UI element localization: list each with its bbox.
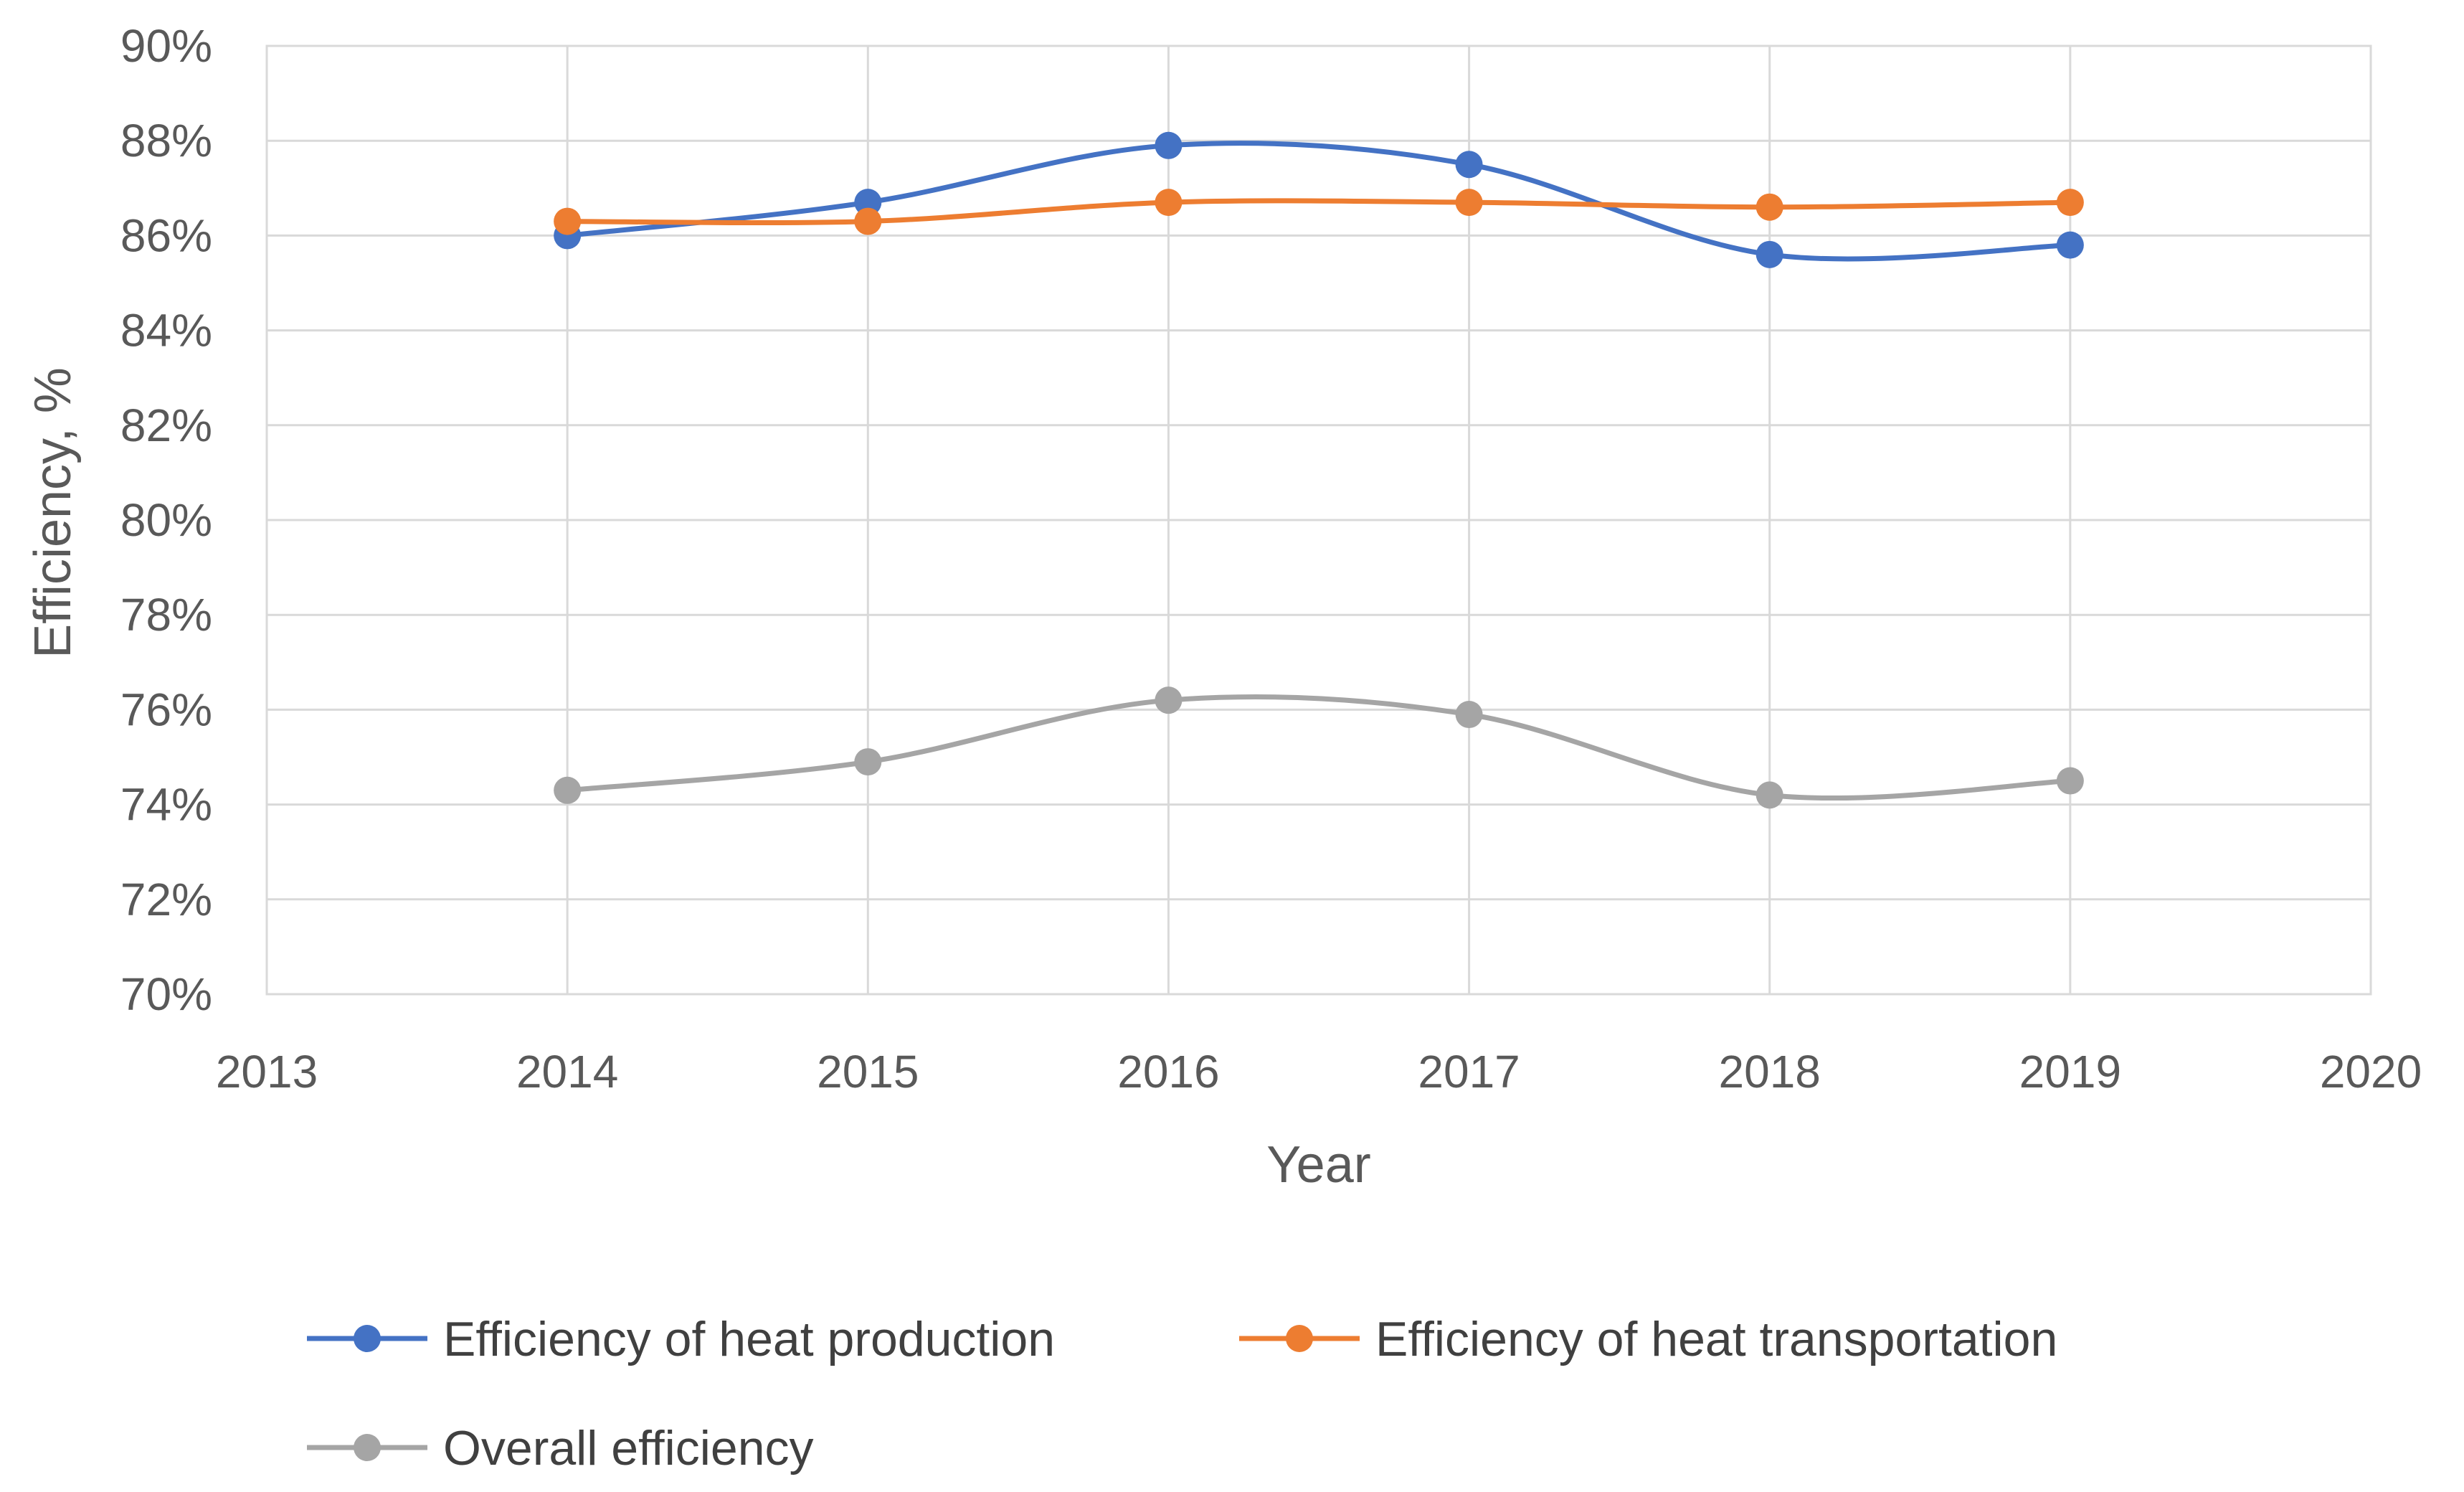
x-tick-label: 2019 (2019, 1046, 2121, 1097)
y-tick-label: 86% (120, 209, 212, 261)
data-point (854, 207, 882, 235)
data-point (1755, 781, 1783, 809)
y-tick-label: 78% (120, 589, 212, 641)
data-point (554, 207, 582, 235)
y-tick-label: 82% (120, 400, 212, 451)
x-tick-label: 2020 (2320, 1046, 2422, 1097)
data-point (1155, 131, 1183, 159)
x-tick-label: 2018 (1719, 1046, 1821, 1097)
data-point (854, 748, 882, 776)
y-axis-ticks: 70% 72% 74% 76% 78% 80% 82% 84% 86% 88% 90% (120, 20, 212, 1020)
data-point (1455, 701, 1483, 729)
x-tick-label: 2013 (216, 1046, 318, 1097)
x-tick-label: 2017 (1418, 1046, 1520, 1097)
legend: Efficiency of heat production Efficiency … (307, 1312, 2057, 1476)
plot-area (265, 44, 2372, 996)
data-point (2056, 767, 2084, 795)
y-tick-label: 72% (120, 874, 212, 925)
series-layer (554, 131, 2084, 809)
series-3 (554, 686, 2084, 809)
data-point (1155, 686, 1183, 714)
series-line (564, 198, 2073, 226)
x-tick-label: 2016 (1117, 1046, 1219, 1097)
legend-item: Efficiency of heat transportation (1239, 1312, 2057, 1366)
x-tick-label: 2014 (516, 1046, 618, 1097)
gridlines (265, 44, 2372, 996)
y-axis-title: Efficiency, % (24, 367, 82, 658)
data-point (1155, 189, 1183, 217)
series-2 (554, 189, 2084, 235)
series-line (564, 694, 2073, 801)
y-tick-label: 80% (120, 494, 212, 546)
series-line (564, 141, 2073, 262)
legend-item: Overall efficiency (307, 1421, 814, 1476)
data-point (2056, 231, 2084, 259)
x-axis-title: Year (1266, 1136, 1370, 1194)
y-tick-label: 90% (120, 20, 212, 72)
y-tick-label: 74% (120, 779, 212, 831)
data-point (554, 776, 582, 804)
y-tick-label: 76% (120, 684, 212, 735)
legend-label: Efficiency of heat production (443, 1312, 1055, 1366)
y-tick-label: 70% (120, 968, 212, 1020)
y-tick-label: 88% (120, 115, 212, 166)
y-tick-label: 84% (120, 305, 212, 357)
data-point (2056, 189, 2084, 217)
x-tick-label: 2015 (817, 1046, 919, 1097)
legend-swatch-marker (354, 1325, 381, 1352)
data-point (1755, 193, 1783, 221)
data-point (1755, 240, 1783, 268)
legend-item: Efficiency of heat production (307, 1312, 1055, 1366)
x-axis-ticks: 2013 2014 2015 2016 2017 2018 2019 2020 (216, 1046, 2422, 1097)
legend-swatch-marker (1286, 1325, 1313, 1352)
legend-label: Efficiency of heat transportation (1375, 1312, 2057, 1366)
legend-label: Overall efficiency (443, 1421, 814, 1476)
data-point (854, 189, 882, 217)
legend-swatch-marker (354, 1434, 381, 1461)
data-point (1455, 189, 1483, 217)
data-point (1455, 151, 1483, 179)
